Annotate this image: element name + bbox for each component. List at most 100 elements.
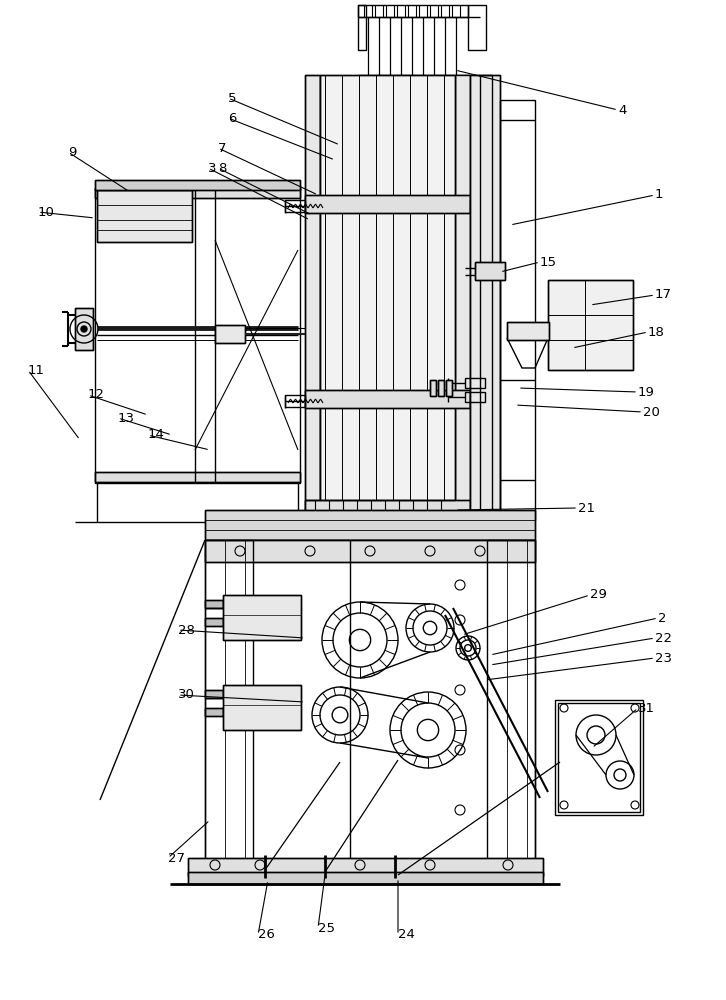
Bar [205, 690, 223, 698]
Bar [548, 280, 633, 370]
Text: 3: 3 [208, 161, 216, 174]
Bar [223, 595, 301, 640]
Text: 24: 24 [398, 928, 415, 942]
Text: 30: 30 [178, 688, 195, 702]
Bar [455, 75, 470, 530]
Bar [507, 322, 549, 340]
Bar [305, 500, 470, 522]
Bar [97, 190, 192, 242]
Bar [446, 380, 452, 396]
Bar [430, 380, 436, 396]
Bar [75, 308, 93, 350]
Text: 12: 12 [88, 388, 105, 401]
Bar [487, 540, 535, 870]
Circle shape [81, 326, 87, 332]
Bar [205, 708, 223, 716]
Bar [205, 708, 223, 716]
Bar [320, 75, 455, 530]
Text: 19: 19 [638, 385, 655, 398]
Text: 6: 6 [228, 111, 237, 124]
Bar [188, 872, 543, 884]
Text: 14: 14 [148, 428, 165, 442]
Text: 17: 17 [655, 288, 672, 302]
Bar [320, 75, 455, 530]
Bar [548, 280, 633, 370]
Bar [205, 540, 253, 870]
Bar [95, 188, 300, 483]
Bar [507, 322, 549, 340]
Text: 27: 27 [168, 852, 185, 864]
Bar [475, 262, 505, 280]
Bar [305, 75, 320, 530]
Bar [438, 380, 444, 396]
Bar [223, 595, 301, 640]
Bar [455, 75, 470, 530]
Bar [215, 325, 245, 343]
Bar [75, 308, 93, 350]
Bar [468, 5, 486, 50]
Text: 8: 8 [218, 161, 227, 174]
Bar [205, 600, 223, 608]
Bar [215, 325, 245, 343]
Bar [555, 700, 643, 815]
Bar [470, 200, 482, 212]
Text: 20: 20 [643, 406, 660, 418]
Bar [475, 262, 505, 280]
Bar [500, 100, 535, 520]
Bar [465, 392, 485, 402]
Text: 10: 10 [38, 206, 55, 219]
Text: 1: 1 [655, 188, 664, 202]
Text: 25: 25 [318, 922, 335, 934]
Bar [285, 395, 305, 407]
Text: 9: 9 [68, 145, 76, 158]
Bar [205, 540, 535, 870]
Bar [188, 858, 543, 876]
Bar [188, 858, 543, 876]
Bar [285, 200, 305, 212]
Bar [305, 195, 470, 213]
Bar [470, 75, 500, 530]
Text: 26: 26 [258, 928, 275, 942]
Bar [305, 390, 470, 408]
Bar [305, 390, 470, 408]
Bar [223, 685, 301, 730]
Bar [430, 380, 436, 396]
Text: 7: 7 [218, 141, 227, 154]
Text: 23: 23 [655, 652, 672, 664]
Bar [480, 75, 492, 530]
Bar [188, 872, 543, 884]
Bar [95, 188, 300, 198]
Bar [358, 5, 366, 50]
Text: 5: 5 [228, 92, 237, 104]
Bar [97, 190, 192, 242]
Bar [470, 395, 482, 407]
Bar [205, 618, 223, 626]
Bar [95, 472, 300, 482]
Text: 2: 2 [658, 611, 666, 624]
Bar [205, 600, 223, 608]
Bar [95, 180, 300, 190]
Text: 29: 29 [590, 588, 607, 601]
Text: 22: 22 [655, 632, 672, 645]
Text: 13: 13 [118, 412, 135, 424]
Bar [446, 380, 452, 396]
Text: 31: 31 [638, 702, 655, 714]
Text: 4: 4 [618, 104, 627, 116]
Bar [438, 380, 444, 396]
Bar [95, 180, 300, 190]
Bar [205, 540, 535, 562]
Bar [358, 5, 468, 17]
Bar [305, 195, 470, 213]
Bar [223, 685, 301, 730]
Bar [305, 75, 320, 530]
Bar [205, 510, 535, 540]
Text: 15: 15 [540, 255, 557, 268]
Text: 21: 21 [578, 502, 595, 514]
Text: 11: 11 [28, 363, 45, 376]
Text: 28: 28 [178, 624, 195, 637]
Bar [205, 690, 223, 698]
Bar [95, 188, 300, 198]
Bar [470, 75, 500, 530]
Text: 18: 18 [648, 326, 665, 338]
Bar [205, 618, 223, 626]
